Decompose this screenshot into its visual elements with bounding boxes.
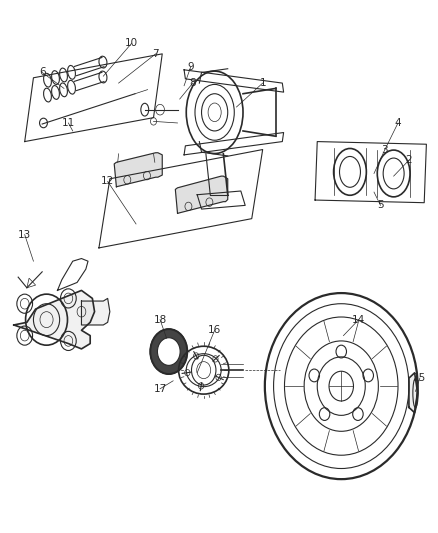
Text: 15: 15 [413, 373, 427, 383]
Text: 18: 18 [153, 314, 167, 325]
Text: 4: 4 [395, 118, 401, 128]
Polygon shape [114, 153, 162, 187]
Text: 11: 11 [62, 118, 75, 128]
Text: 13: 13 [18, 230, 32, 240]
Polygon shape [81, 298, 110, 325]
Polygon shape [14, 290, 95, 349]
Text: 7: 7 [152, 49, 159, 59]
Text: 17: 17 [153, 384, 167, 394]
Text: 14: 14 [352, 314, 365, 325]
Text: 12: 12 [101, 176, 114, 187]
Circle shape [157, 338, 180, 366]
Text: 1: 1 [259, 78, 266, 88]
Text: 6: 6 [39, 68, 46, 77]
Polygon shape [409, 373, 418, 413]
Text: 9: 9 [187, 62, 194, 72]
Text: 8: 8 [190, 78, 196, 88]
Text: 3: 3 [381, 144, 388, 155]
Text: 16: 16 [208, 325, 221, 335]
Text: 10: 10 [125, 38, 138, 48]
Text: 5: 5 [377, 200, 384, 211]
Text: 2: 2 [406, 155, 412, 165]
Circle shape [150, 329, 187, 374]
Polygon shape [175, 176, 228, 213]
